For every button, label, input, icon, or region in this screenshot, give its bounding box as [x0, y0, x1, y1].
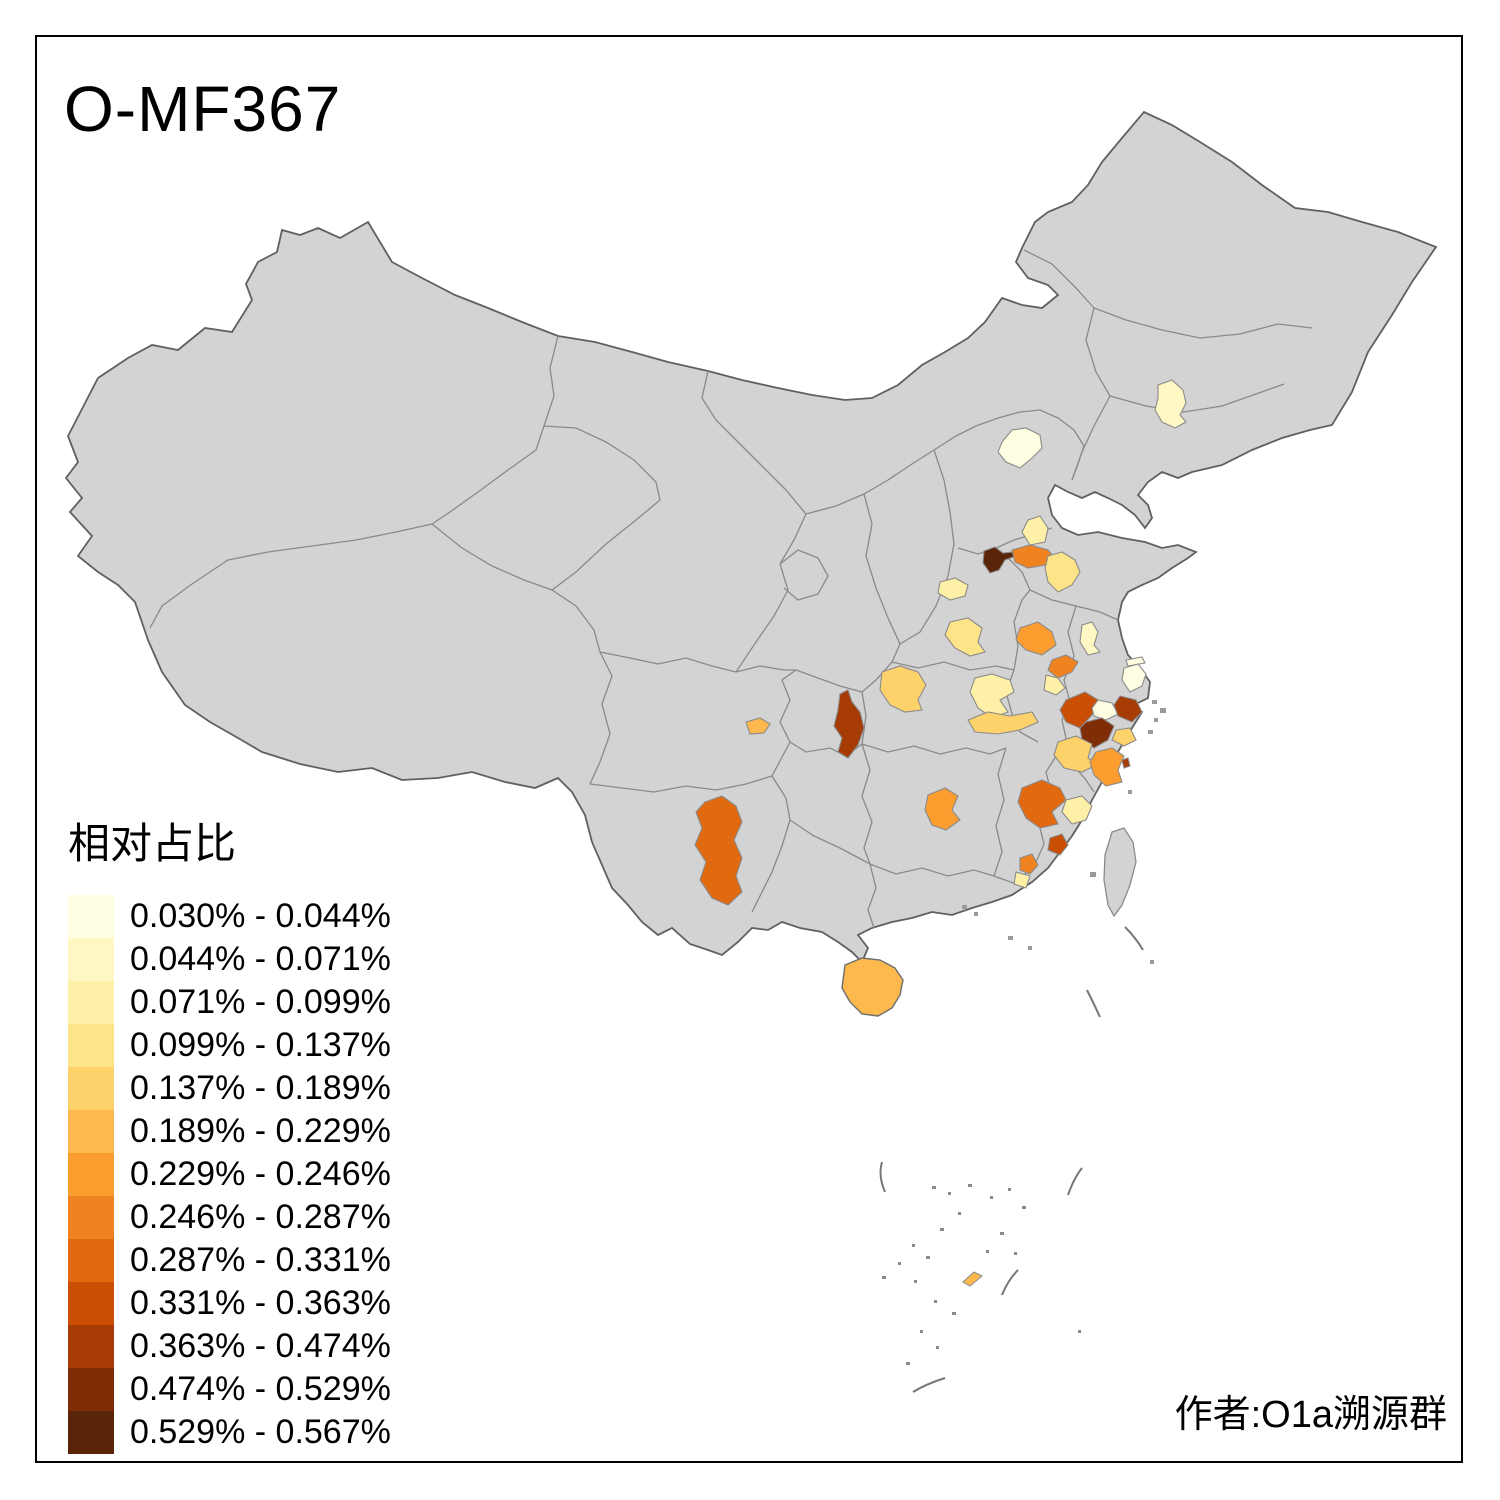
- legend-items: 0.030% - 0.044% 0.044% - 0.071% 0.071% - 0…: [68, 895, 391, 1454]
- legend-row: 0.246% - 0.287%: [68, 1196, 391, 1239]
- region-shanghai: [1121, 663, 1147, 693]
- legend-label: 0.474% - 0.529%: [130, 1370, 391, 1408]
- region-zhejiang-ningbo: [1113, 695, 1143, 723]
- region-fujian-northwest: [1017, 779, 1067, 829]
- region-jilin-central: [1154, 379, 1187, 429]
- legend-label: 0.529% - 0.567%: [130, 1413, 391, 1451]
- legend-swatch: [68, 1325, 114, 1368]
- region-fujian-quanzhou: [1047, 833, 1069, 856]
- legend-swatch: [68, 895, 114, 938]
- region-hebei-south: [1021, 515, 1049, 546]
- taiwan-island: [1103, 827, 1137, 918]
- legend-swatch: [68, 1239, 114, 1282]
- legend-label: 0.044% - 0.071%: [130, 940, 391, 978]
- legend-label: 0.030% - 0.044%: [130, 897, 391, 935]
- legend-label: 0.137% - 0.189%: [130, 1069, 391, 1107]
- legend-label: 0.229% - 0.246%: [130, 1155, 391, 1193]
- hainan-island: [841, 957, 904, 1017]
- region-guangdong-shantou: [1013, 871, 1031, 889]
- page-title: O-MF367: [64, 73, 342, 145]
- legend-row: 0.331% - 0.363%: [68, 1282, 391, 1325]
- legend-row: 0.044% - 0.071%: [68, 938, 391, 981]
- legend-row: 0.287% - 0.331%: [68, 1239, 391, 1282]
- region-jiangsu-xuzhou: [1079, 621, 1101, 656]
- region-zhejiang-coast-mid: [1111, 727, 1137, 747]
- legend: 相对占比 0.030% - 0.044% 0.044% - 0.071% 0.071…: [68, 810, 391, 1454]
- south-sea-islet-specks: [882, 1184, 1081, 1365]
- region-zhejiang-coast-dot: [1121, 757, 1131, 769]
- islands: [841, 700, 1166, 1393]
- region-hubei-enshi: [833, 689, 865, 759]
- region-hubei-east: [969, 673, 1015, 719]
- region-anhui-north: [1015, 621, 1057, 656]
- region-anhui-south-band: [967, 711, 1039, 735]
- legend-label: 0.189% - 0.229%: [130, 1112, 391, 1150]
- region-jiangsu-yangzhou: [1043, 674, 1066, 696]
- region-jiangsu-central: [1047, 654, 1079, 679]
- legend-swatch: [68, 1067, 114, 1110]
- legend-label: 0.246% - 0.287%: [130, 1198, 391, 1236]
- region-zhejiang-shaoxing: [1091, 699, 1119, 721]
- legend-swatch: [68, 1282, 114, 1325]
- legend-row: 0.137% - 0.189%: [68, 1067, 391, 1110]
- nine-dash-line: [879, 926, 1144, 1393]
- legend-swatch: [68, 1153, 114, 1196]
- region-henan-east: [944, 617, 986, 657]
- region-zhejiang-taizhou-wenzhou: [1089, 747, 1125, 787]
- region-guangdong-chaozhou: [1019, 853, 1039, 875]
- legend-swatch: [68, 938, 114, 981]
- south-sea-islet: [962, 1271, 983, 1287]
- legend-swatch: [68, 1368, 114, 1411]
- legend-row: 0.099% - 0.137%: [68, 1024, 391, 1067]
- legend-row: 0.229% - 0.246%: [68, 1153, 391, 1196]
- region-hubei-northwest: [879, 665, 927, 713]
- legend-swatch: [68, 1110, 114, 1153]
- coastal-islet-specks: [962, 700, 1166, 964]
- region-fujian-fuzhou: [1061, 795, 1093, 825]
- legend-title: 相对占比: [68, 820, 237, 867]
- legend-row: 0.030% - 0.044%: [68, 895, 391, 938]
- province-borders: [149, 249, 1313, 929]
- plot-frame: [35, 35, 1463, 1463]
- region-hunan-changsha: [924, 787, 961, 831]
- legend-row: 0.529% - 0.567%: [68, 1411, 391, 1454]
- legend-row: 0.189% - 0.229%: [68, 1110, 391, 1153]
- legend-swatch: [68, 981, 114, 1024]
- legend-label: 0.287% - 0.331%: [130, 1241, 391, 1279]
- legend-swatch: [68, 1411, 114, 1454]
- attribution-text: 作者:O1a溯源群: [1174, 1394, 1447, 1436]
- legend-label: 0.071% - 0.099%: [130, 983, 391, 1021]
- legend-label: 0.099% - 0.137%: [130, 1026, 391, 1064]
- region-beijing: [997, 427, 1043, 469]
- colored-regions: [694, 379, 1187, 906]
- region-yunnan-central: [694, 795, 743, 906]
- legend-swatch: [68, 1024, 114, 1067]
- legend-swatch: [68, 1196, 114, 1239]
- region-zhejiang-jinhua: [1079, 717, 1115, 749]
- legend-label: 0.363% - 0.474%: [130, 1327, 391, 1365]
- legend-row: 0.474% - 0.529%: [68, 1368, 391, 1411]
- region-sichuan-chengdu: [745, 717, 771, 735]
- region-shanghai-chongming: [1125, 656, 1146, 667]
- region-shanxi-southeast: [937, 577, 969, 601]
- region-shandong-jinan: [1044, 551, 1081, 593]
- legend-label: 0.331% - 0.363%: [130, 1284, 391, 1322]
- legend-row: 0.071% - 0.099%: [68, 981, 391, 1024]
- legend-row: 0.363% - 0.474%: [68, 1325, 391, 1368]
- china-mainland-outline: [64, 110, 1438, 964]
